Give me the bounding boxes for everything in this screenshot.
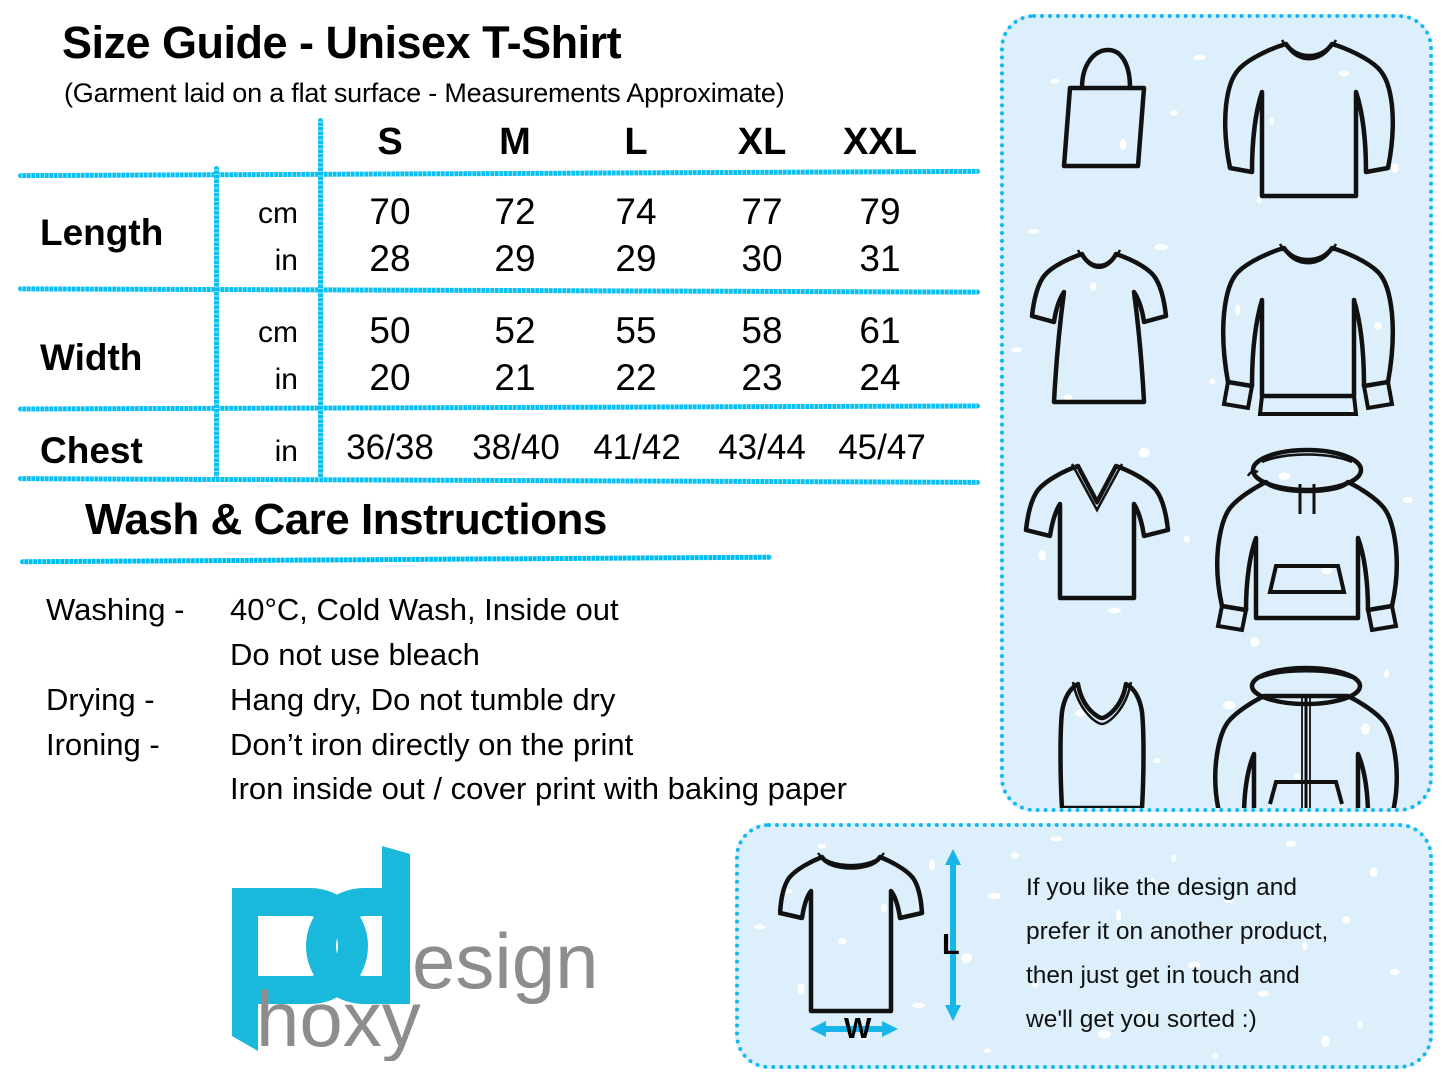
cell-width-cm-s: 50: [369, 310, 411, 351]
cell-chest-in-s: 36/38: [346, 428, 434, 467]
cell-width-cm-xl: 58: [741, 310, 783, 351]
page-subtitle: (Garment laid on a flat surface - Measur…: [64, 78, 785, 108]
table-rule-mid2: [17, 403, 981, 412]
unit-width-in: in: [274, 363, 298, 396]
garment-gallery-panel: [1000, 14, 1433, 812]
cell-width-in-xl: 23: [741, 357, 783, 398]
measurement-diagram: L W: [777, 843, 993, 1048]
cell-width-in-l: 22: [615, 357, 657, 398]
care-heading-rule: [19, 554, 773, 565]
care-heading: Wash & Care Instructions: [85, 495, 607, 544]
cell-chest-in-xl: 43/44: [718, 428, 806, 467]
unit-width-cm: cm: [258, 316, 298, 349]
promo-line-4: we'll get you sorted :): [1026, 1006, 1257, 1033]
care-text-washing-1: 40°C, Cold Wash, Inside out: [230, 592, 619, 627]
garment-tank-top: [1056, 678, 1148, 808]
table-rule-vert-unit: [318, 118, 323, 478]
promo-line-3: then just get in touch and: [1026, 962, 1300, 989]
care-label-drying: Drying -: [46, 682, 155, 717]
cell-chest-in-m: 38/40: [472, 428, 560, 467]
unit-length-in: in: [274, 244, 298, 277]
size-column-header-l: L: [624, 121, 648, 163]
care-text-washing-2: Do not use bleach: [230, 637, 480, 672]
logo-d-stem: [382, 846, 410, 1004]
logo-hoxy-text: hoxy: [256, 975, 421, 1061]
logo-p-stem: [232, 888, 258, 1051]
garment-v-neck-tee: [1023, 458, 1171, 610]
row-label-chest: Chest: [40, 430, 143, 471]
cell-length-cm-s: 70: [369, 191, 411, 232]
care-text-ironing-2: Iron inside out / cover print with bakin…: [230, 771, 847, 806]
cell-length-in-xxl: 31: [859, 238, 901, 279]
size-table: S M L XL XXL Length cm in 70 72 74 77 79…: [17, 118, 981, 485]
table-rule-top: [17, 168, 981, 179]
cell-length-cm-l: 74: [615, 191, 657, 232]
measure-label-length: L: [942, 929, 960, 961]
page-title: Size Guide - Unisex T-Shirt: [62, 17, 622, 68]
care-label-washing: Washing -: [46, 592, 185, 627]
logo-esign-text: esign: [412, 917, 598, 1005]
cell-width-in-m: 21: [494, 357, 536, 398]
cell-length-cm-xxl: 79: [859, 191, 901, 232]
cell-width-cm-xxl: 61: [859, 310, 901, 351]
cell-chest-in-xxl: 45/47: [838, 428, 926, 467]
garment-pullover-hoodie: [1214, 447, 1400, 638]
promo-line-1: If you like the design and: [1026, 874, 1298, 901]
care-label-ironing: Ironing -: [46, 727, 160, 762]
garment-zip-hoodie: [1212, 665, 1400, 808]
cell-length-in-m: 29: [494, 238, 536, 279]
cell-chest-in-l: 41/42: [593, 428, 681, 467]
table-rule-vert-label: [214, 166, 219, 478]
row-label-length: Length: [40, 212, 164, 253]
promo-line-2: prefer it on another product,: [1026, 918, 1329, 945]
size-column-header-s: S: [377, 121, 403, 163]
cell-width-in-s: 20: [369, 357, 411, 398]
garment-womens-tee: [1029, 244, 1170, 416]
cell-width-in-xxl: 24: [859, 357, 901, 398]
unit-length-cm: cm: [258, 197, 298, 230]
garment-tote-bag: [1046, 44, 1156, 174]
logo-d-bowl: [306, 888, 382, 1004]
care-text-drying-1: Hang dry, Do not tumble dry: [230, 682, 616, 717]
cell-length-cm-m: 72: [494, 191, 536, 232]
cell-length-in-l: 29: [615, 238, 657, 279]
cell-length-cm-xl: 77: [741, 191, 783, 232]
garment-sweatshirt: [1218, 232, 1398, 422]
cell-width-cm-m: 52: [494, 310, 536, 351]
size-column-header-xxl: XXL: [843, 121, 917, 163]
cell-width-cm-l: 55: [615, 310, 657, 351]
cell-length-in-s: 28: [369, 238, 411, 279]
promo-text: If you like the design and prefer it on …: [1026, 866, 1404, 1042]
brand-logo: esign hoxy: [222, 846, 622, 1061]
left-column: Size Guide - Unisex T-Shirt (Garment lai…: [17, 17, 981, 1061]
cell-length-in-xl: 30: [741, 238, 783, 279]
care-text-ironing-1: Don’t iron directly on the print: [230, 727, 634, 762]
table-rule-bottom: [17, 476, 981, 485]
size-column-header-xl: XL: [737, 121, 787, 163]
measure-label-width: W: [844, 1013, 872, 1045]
row-label-width: Width: [40, 337, 143, 378]
unit-chest-in: in: [274, 435, 298, 468]
table-rule-mid1: [17, 286, 981, 295]
size-column-header-m: M: [499, 121, 531, 163]
garment-long-sleeve-tee: [1222, 28, 1397, 210]
